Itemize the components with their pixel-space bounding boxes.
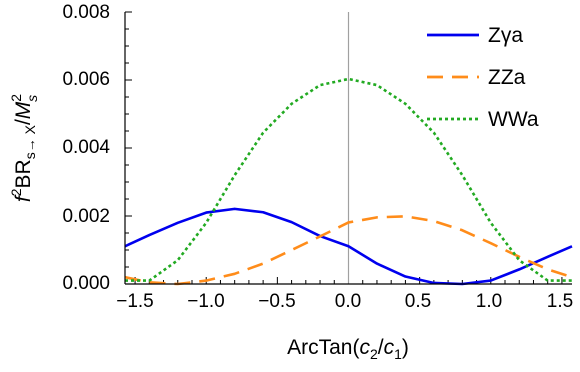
x-tick-label-1: −1.0 (187, 291, 225, 312)
x-tick-label-5: 1.0 (476, 291, 502, 312)
y-axis-label-f: f (12, 194, 35, 202)
y-axis-label-m: M (12, 101, 35, 119)
y-tick-label-2: 0.004 (62, 137, 110, 158)
x-tick-label-6: 1.5 (547, 291, 573, 312)
x-tick-label-3: 0.0 (335, 291, 361, 312)
series-line-ww-a (125, 77, 572, 282)
y-tick-labels: 0.000 0.002 0.004 0.006 0.008 (62, 2, 110, 294)
x-axis-label-c2-sub: 2 (370, 346, 378, 362)
axis-ticks (125, 11, 563, 285)
x-axis-label-c1-sub: 1 (394, 346, 402, 362)
x-axis-label: ArcTan(c2/c1) (287, 336, 409, 362)
y-tick-label-1: 0.002 (62, 206, 110, 227)
y-tick-label-3: 0.006 (62, 69, 110, 90)
y-tick-label-4: 0.008 (62, 2, 110, 23)
x-axis-label-c1: c (384, 336, 395, 359)
legend: Zγa ZZa WWa (427, 24, 539, 131)
y-axis-label: f2BRs→ X/M2s (8, 94, 40, 202)
y-axis-label-br: BR (12, 159, 35, 188)
x-tick-label-2: −0.5 (258, 291, 296, 312)
y-axis-label-slash: / (12, 119, 35, 125)
series-line-zz-a (124, 215, 573, 286)
y-axis-label-f-sup: 2 (8, 188, 24, 196)
y-axis-label-sub: s→ X (22, 124, 38, 159)
x-tick-label-4: 0.5 (405, 291, 431, 312)
x-tick-labels: −1.5 −1.0 −0.5 0.0 0.5 1.0 1.5 (116, 291, 573, 312)
x-axis-label-close: ) (402, 336, 409, 359)
legend-label-zz-a: ZZa (488, 66, 526, 89)
y-tick-label-0: 0.000 (62, 273, 110, 294)
y-axis-label-m-sup: 2 (8, 94, 24, 102)
legend-label-ww-a: WWa (488, 108, 539, 131)
series-line-zgamma-a (124, 207, 573, 286)
x-tick-label-0: −1.5 (116, 291, 154, 312)
x-axis-label-main: ArcTan( (287, 336, 359, 359)
y-axis-label-m-sub: s (24, 95, 40, 102)
x-axis-label-c2: c (359, 336, 370, 359)
x-axis-label-slash: / (378, 336, 384, 359)
series-layer (124, 77, 573, 286)
legend-label-zgamma-a: Zγa (488, 24, 523, 47)
